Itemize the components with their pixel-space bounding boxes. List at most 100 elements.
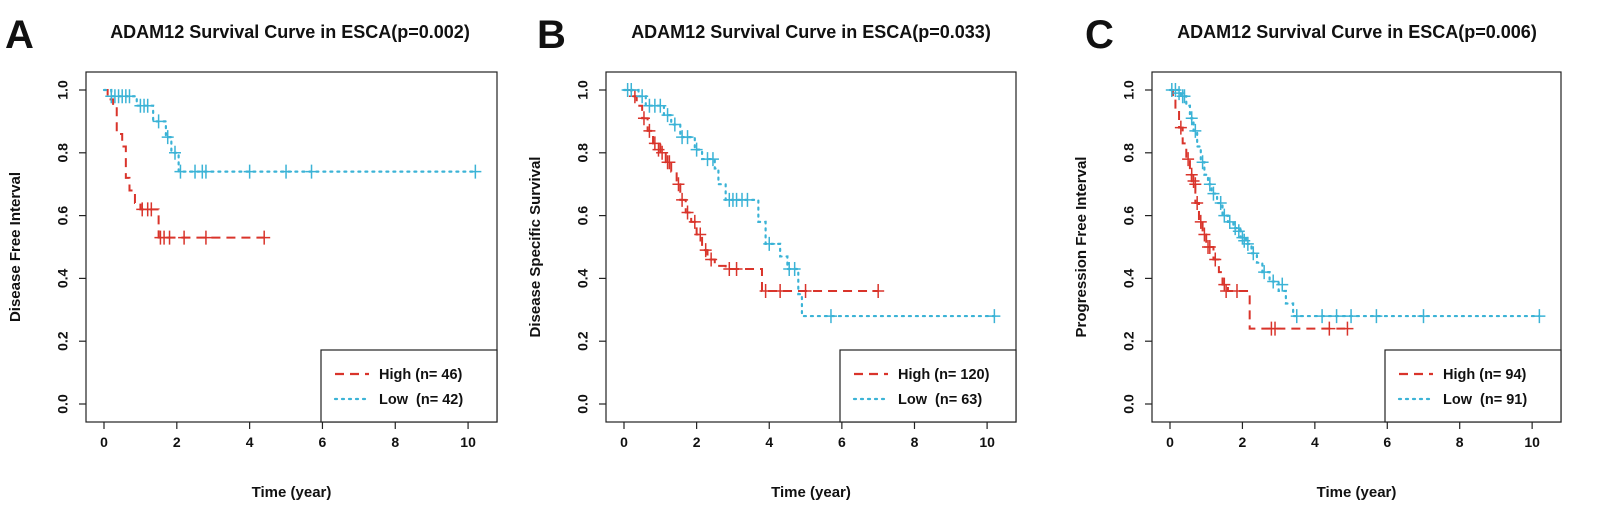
plot-frame [605,71,1017,423]
censor-mark [1290,309,1303,324]
censor-mark [774,283,787,298]
censor-mark [1189,123,1202,138]
y-tick-label: 0.8 [575,143,591,163]
censor-mark [681,130,694,145]
panel-letter: C [1085,13,1114,57]
legend-box [320,349,498,423]
y-tick-label: 0.8 [1121,143,1137,163]
censor-mark [1341,321,1354,336]
y-tick-label: 0.4 [575,268,591,288]
legend: High (n= 94) Low (n= 91) [1384,349,1562,423]
chart-panel-b: B ADAM12 Survival Curve in ESCA(p=0.033) 0… [527,13,1017,501]
censor-mark [643,123,656,138]
survival-curve-line [104,89,265,239]
legend-entry: Low (n= 91) [1443,392,1527,408]
censor-mark [872,283,885,298]
y-tick-label: 0.4 [1121,268,1137,288]
x-tick-label: 8 [911,434,919,450]
x-tick-label: 10 [979,434,995,450]
censor-mark [1203,240,1216,254]
series-high [1170,89,1354,336]
censor-mark [258,230,271,245]
censor-mark [280,164,293,179]
series-low [1165,83,1546,324]
x-tick-label: 0 [1166,434,1174,450]
x-tick-label: 4 [246,434,254,450]
y-axis-label: Disease Free Interval [7,172,24,322]
y-tick-label: 0.6 [575,206,591,226]
x-tick-label: 10 [1524,434,1540,450]
censor-mark [1187,174,1200,189]
censor-mark [759,283,772,298]
x-tick-label: 10 [460,434,476,450]
censor-mark [656,145,669,160]
censor-mark [661,108,674,123]
censor-mark [788,261,801,276]
censor-mark [1330,309,1343,324]
censor-mark [1345,309,1358,324]
censor-mark [141,98,154,113]
censor-mark [654,98,667,113]
censor-mark [1207,186,1220,201]
censor-mark [988,309,1001,324]
censor-mark [690,142,703,157]
censor-mark [1185,111,1198,126]
y-tick-label: 0.2 [55,331,71,351]
censor-mark [174,164,187,179]
y-tick-label: 0.0 [575,394,591,414]
censor-mark [676,192,689,207]
chart-title: ADAM12 Survival Curve in ESCA(p=0.006) [1177,22,1537,42]
censor-mark [161,130,174,145]
x-axis-label: Time (year) [771,484,851,501]
censor-mark [694,227,707,242]
legend-entry: High (n= 46) [379,367,463,383]
x-tick-label: 6 [838,434,846,450]
y-tick-label: 1.0 [55,80,71,100]
series-low [621,83,1001,324]
survival-curve-line [622,88,996,318]
censor-mark [730,261,743,276]
censor-mark [763,236,776,251]
x-tick-label: 0 [620,434,628,450]
censor-mark [1178,89,1191,104]
legend-entry: High (n= 120) [898,367,990,383]
censor-mark [199,164,212,179]
censor-mark [1182,152,1195,167]
plot-frame [85,71,498,423]
censor-mark [1194,214,1207,229]
censor-mark [1276,277,1289,292]
legend: High (n= 120) Low (n= 63) [839,349,1017,423]
censor-mark [1269,321,1282,336]
survival-curve-line [1168,88,1541,318]
censor-mark [1323,321,1336,336]
censor-mark [1247,246,1260,261]
legend-box [1384,349,1562,423]
x-tick-label: 0 [100,434,108,450]
y-tick-label: 1.0 [1121,80,1137,100]
x-tick-label: 2 [173,434,181,450]
censor-mark [199,230,212,245]
censor-mark [1258,265,1271,280]
censor-mark [1241,236,1254,251]
censor-mark [1209,252,1222,267]
x-tick-label: 4 [1311,434,1319,450]
y-tick-label: 0.0 [1121,394,1137,414]
censor-mark [243,164,256,179]
censor-mark [145,202,158,217]
legend-box [839,349,1017,423]
censor-mark [668,117,681,132]
survival-curve-line [102,88,477,173]
censor-mark [1370,309,1383,324]
legend: High (n= 46) Low (n= 42) [320,349,498,423]
x-tick-label: 2 [1239,434,1247,450]
censor-mark [1220,283,1233,298]
censor-mark [688,214,701,229]
censor-mark [1185,167,1198,182]
censor-mark [681,205,694,220]
censor-mark [123,89,136,104]
censor-mark [469,164,482,179]
panel-letter: A [5,13,34,57]
censor-mark [672,177,685,192]
series-low [102,88,482,179]
